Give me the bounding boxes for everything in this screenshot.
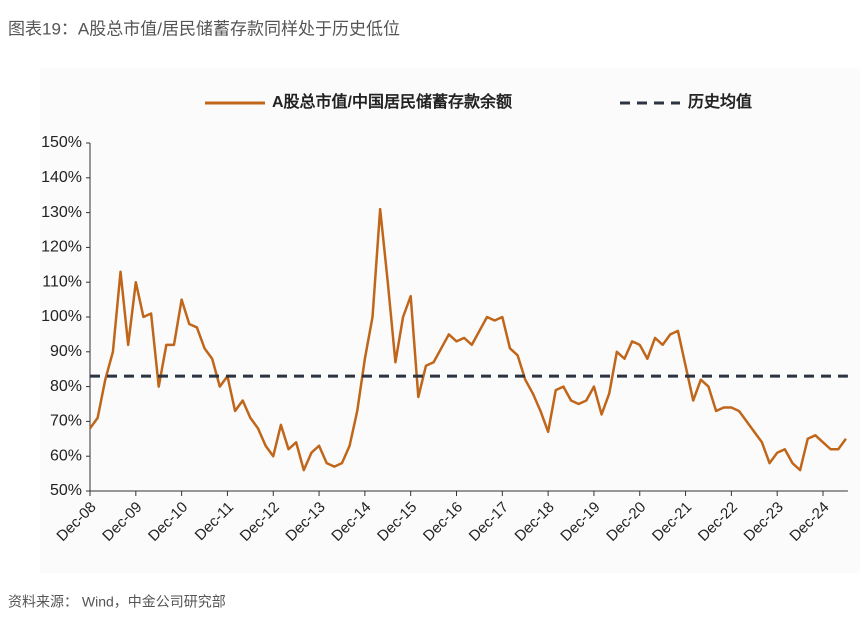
source: 资料来源： Wind，中金公司研究部 — [8, 594, 226, 610]
series-line — [88, 207, 847, 472]
y-tick-label: 80% — [50, 378, 82, 395]
y-tick-label: 110% — [42, 273, 82, 290]
legend-label: A股总市值/中国居民储蓄存款余额 — [272, 92, 512, 111]
y-tick-label: 130% — [41, 204, 82, 221]
y-tick-label: 50% — [50, 482, 82, 499]
chart-title: 图表19：A股总市值/居民储蓄存款同样处于历史低位 — [8, 19, 400, 38]
y-tick-label: 120% — [41, 239, 82, 256]
y-tick-label: 60% — [50, 447, 82, 464]
chart-background — [40, 68, 860, 573]
y-tick-label: 140% — [41, 169, 82, 186]
y-tick-label: 100% — [41, 308, 82, 325]
y-tick-label: 150% — [41, 134, 82, 151]
y-tick-label: 70% — [50, 413, 82, 430]
y-tick-label: 90% — [50, 343, 82, 360]
legend-label: 历史均值 — [688, 92, 752, 111]
